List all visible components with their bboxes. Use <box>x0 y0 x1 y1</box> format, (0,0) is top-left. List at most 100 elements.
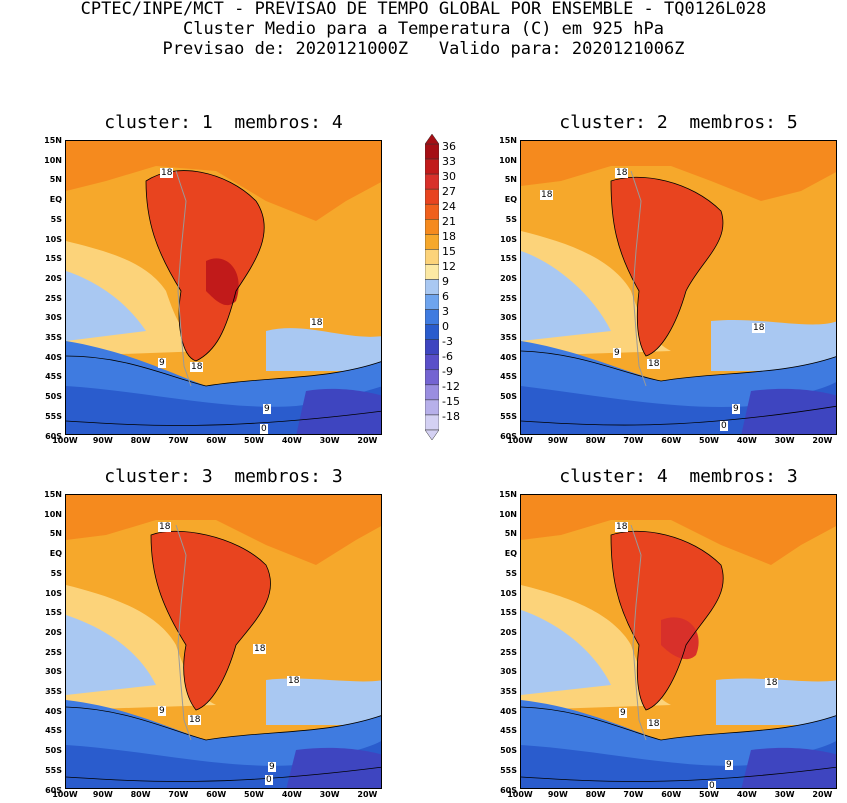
lat-tick-label: 35S <box>500 687 517 696</box>
lon-tick-label: 60W <box>206 790 227 799</box>
contour-label: 18 <box>190 362 204 372</box>
lon-tick-label: 90W <box>547 790 568 799</box>
lat-tick-label: 15N <box>499 490 517 499</box>
lat-tick-label: 30S <box>45 667 62 677</box>
lat-tick-label: 15S <box>500 608 517 618</box>
contour-label: 18 <box>752 323 766 333</box>
panel-4-title: cluster: 4 membros: 3 <box>559 466 798 487</box>
colorbar-level-label: 12 <box>442 259 456 273</box>
lat-tick-label: 55S <box>45 411 62 421</box>
lat-tick-label: 5S <box>50 214 62 224</box>
lon-tick-label: 80W <box>130 790 151 799</box>
colorbar-segment <box>424 309 440 325</box>
lat-tick-label: 15N <box>44 136 62 145</box>
contour-label: 18 <box>647 359 661 369</box>
lat-tick-label: 55S <box>500 765 517 775</box>
lat-tick-label: 10N <box>499 155 517 165</box>
lat-tick-label: 15S <box>500 254 517 264</box>
lat-tick-label: 50S <box>500 746 517 756</box>
contour-label: 9 <box>158 358 166 368</box>
lat-tick-label: 10N <box>44 155 62 165</box>
lat-tick-label: 5N <box>49 175 62 185</box>
colorbar-segment <box>424 339 440 355</box>
panel-2-title: cluster: 2 membros: 5 <box>559 112 798 133</box>
lat-tick-label: 10S <box>45 234 62 244</box>
lat-tick-label: 55S <box>45 765 62 775</box>
header-line-2: Cluster Medio para a Temperatura (C) em … <box>182 19 665 39</box>
contour-label: 0 <box>260 424 268 434</box>
colorbar-level-label: -9 <box>442 365 453 379</box>
lat-tick-label: 15N <box>44 490 62 499</box>
lat-tick-label: 50S <box>45 746 62 756</box>
colorbar-level-label: 6 <box>442 290 449 304</box>
colorbar-segment <box>424 384 440 401</box>
contour-label: 0 <box>708 781 716 791</box>
lat-tick-label: 50S <box>45 392 62 402</box>
colorbar-level-label: 21 <box>442 214 456 228</box>
lat-tick-label: 25S <box>500 647 517 657</box>
lon-tick-label: 40W <box>736 790 757 799</box>
map-panel-4 <box>520 494 837 789</box>
lon-tick-label: 20W <box>357 436 378 445</box>
panel-1-title: cluster: 1 membros: 4 <box>104 112 343 133</box>
lat-tick-label: 5N <box>49 529 62 539</box>
contour-label: 9 <box>732 404 740 414</box>
lat-tick-label: 5S <box>505 214 517 224</box>
lon-tick-label: 60W <box>661 436 682 445</box>
colorbar-segment <box>424 264 440 280</box>
colorbar-level-label: 18 <box>442 229 456 243</box>
lat-tick-label: 30S <box>45 313 62 323</box>
colorbar <box>424 133 440 441</box>
contour-label: 0 <box>265 775 273 785</box>
colorbar-level-label: 9 <box>442 274 449 288</box>
colorbar-segment <box>424 203 440 220</box>
header-line-3: Previsao de: 2020121000Z Valido para: 20… <box>162 39 685 59</box>
map-panel-1 <box>65 140 382 435</box>
contour-label: 9 <box>619 708 627 718</box>
colorbar-segment <box>424 158 440 175</box>
lat-tick-label: 20S <box>45 273 62 283</box>
contour-label: 18 <box>615 522 629 532</box>
colorbar-level-label: 3 <box>442 305 449 319</box>
colorbar-segment <box>424 324 440 340</box>
contour-label: 18 <box>310 318 324 328</box>
lon-tick-label: 90W <box>92 436 113 445</box>
lat-tick-label: 60S <box>45 431 62 441</box>
colorbar-level-label: -12 <box>442 380 460 394</box>
colorbar-level-label: 30 <box>442 169 456 183</box>
lat-tick-label: 45S <box>45 726 62 736</box>
lon-tick-label: 70W <box>168 790 189 799</box>
lat-tick-label: EQ <box>49 195 62 205</box>
contour-label: 9 <box>268 762 276 772</box>
colorbar-segment <box>424 399 440 416</box>
lon-tick-label: 30W <box>319 436 340 445</box>
lat-tick-label: 35S <box>45 687 62 696</box>
colorbar-segment <box>424 369 440 386</box>
contour-label: 18 <box>160 168 174 178</box>
lon-tick-label: 80W <box>585 436 606 445</box>
lat-tick-label: 60S <box>500 785 517 795</box>
lat-tick-label: 10N <box>44 509 62 519</box>
lon-tick-label: 40W <box>281 436 302 445</box>
contour-label: 18 <box>647 719 661 729</box>
contour-label: 18 <box>287 676 301 686</box>
lat-tick-label: 25S <box>45 293 62 303</box>
colorbar-segment <box>424 249 440 265</box>
lat-tick-label: 55S <box>500 411 517 421</box>
lat-tick-label: 25S <box>500 293 517 303</box>
colorbar-level-label: 33 <box>442 154 456 168</box>
lon-tick-label: 100W <box>52 790 78 799</box>
lat-tick-label: 40S <box>45 352 62 362</box>
lat-tick-label: 30S <box>500 667 517 677</box>
colorbar-level-label: 27 <box>442 184 456 198</box>
contour-label: 9 <box>613 348 621 358</box>
lat-tick-label: 5S <box>505 568 517 578</box>
lon-tick-label: 50W <box>699 790 719 799</box>
lon-tick-label: 50W <box>244 436 264 445</box>
lon-tick-label: 70W <box>623 790 644 799</box>
lat-tick-label: 20S <box>45 627 62 637</box>
lon-tick-label: 20W <box>812 790 833 799</box>
colorbar-segment <box>424 188 440 205</box>
colorbar-segment <box>424 143 440 160</box>
contour-label: 18 <box>540 190 554 200</box>
